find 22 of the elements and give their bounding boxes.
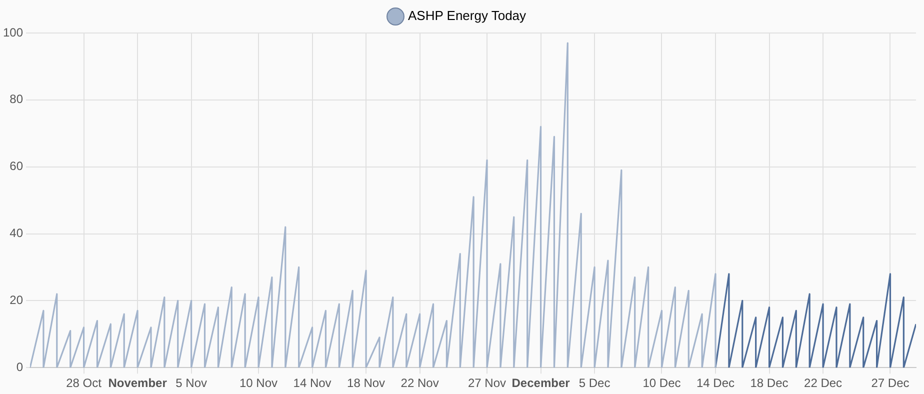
x-tick-label: 10 Dec [642,376,681,390]
x-tick-label: 18 Nov [347,376,386,390]
x-tick-label: 14 Nov [293,376,332,390]
x-tick-label: 5 Dec [578,376,610,390]
x-tick-label: December [512,376,570,390]
y-tick-label: 20 [10,292,24,307]
x-tick-label: 5 Nov [176,376,207,390]
x-tick-label: 22 Dec [804,376,842,390]
x-tick-label: 14 Dec [696,376,735,390]
y-tick-label: 60 [10,159,24,174]
y-tick-label: 0 [16,360,24,374]
x-tick-label: 10 Nov [240,376,278,390]
x-tick-label: 18 Dec [750,376,788,390]
legend-label: ASHP Energy Today [408,8,527,24]
x-tick-label: 22 Nov [400,376,439,390]
y-tick-label: 80 [10,92,24,106]
y-tick-label: 100 [2,25,24,40]
y-tick-label: 40 [10,226,24,240]
x-tick-label: 28 Oct [66,376,102,390]
x-tick-label: 27 Dec [871,376,910,390]
x-tick-label: November [108,376,168,390]
x-tick-label: 27 Nov [468,376,506,390]
